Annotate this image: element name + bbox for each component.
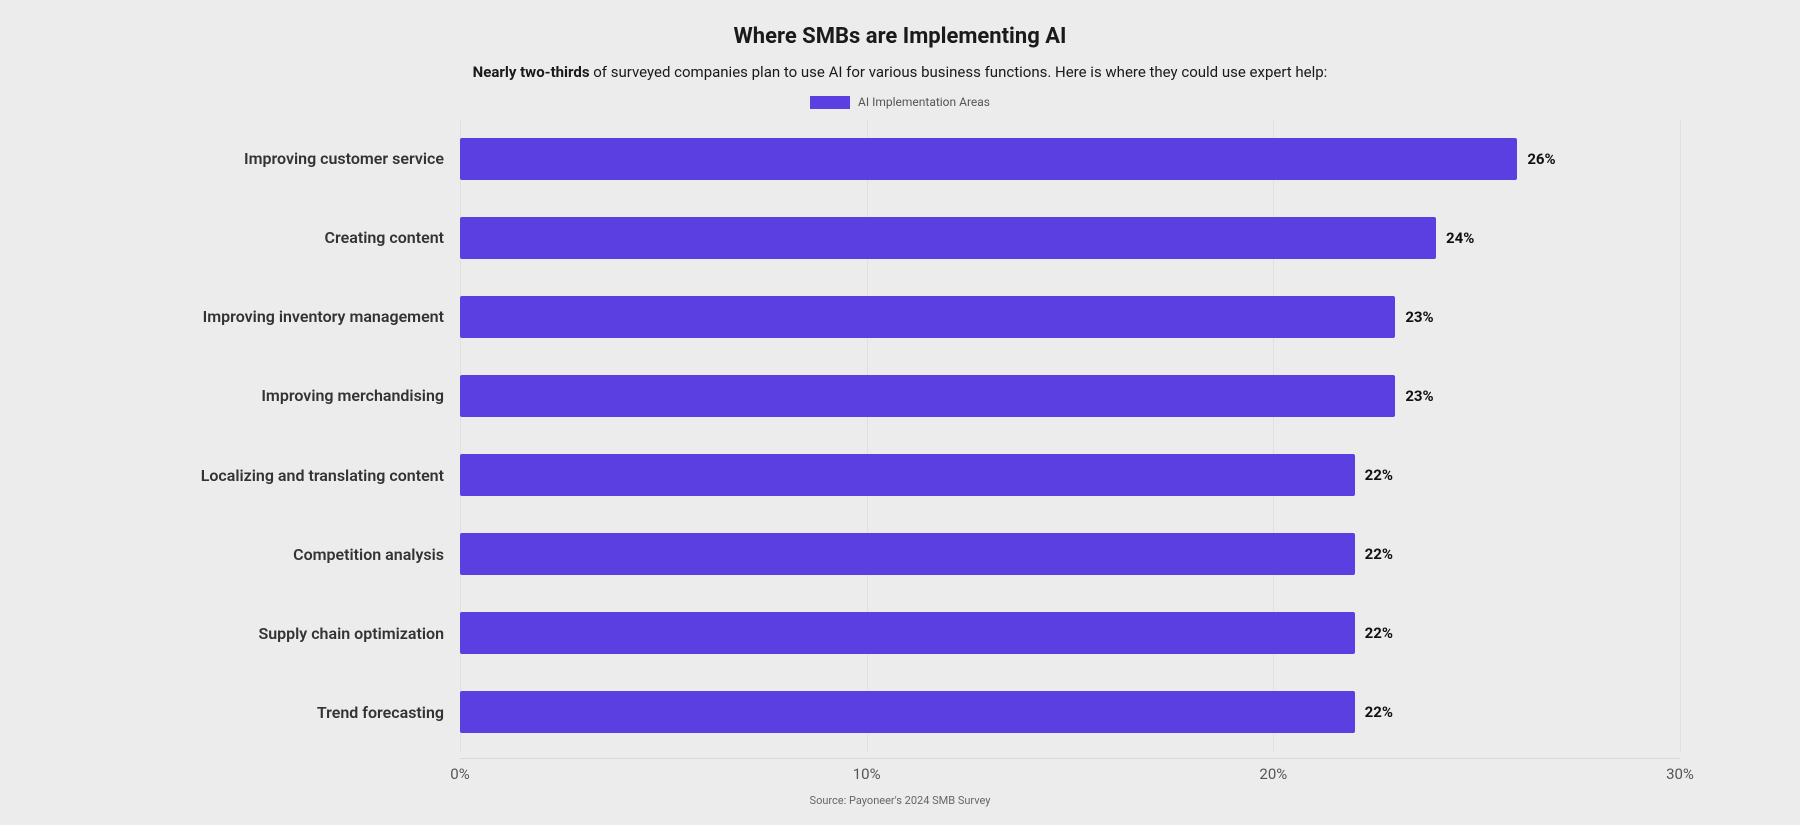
- legend-label: AI Implementation Areas: [858, 95, 990, 109]
- bar-value-label: 22%: [1365, 624, 1393, 642]
- bar-row: 26%: [460, 138, 1680, 180]
- bar: [460, 454, 1355, 496]
- chart-title: Where SMBs are Implementing AI: [120, 24, 1680, 49]
- bar-row: 22%: [460, 691, 1680, 733]
- y-axis-label: Localizing and translating content: [120, 466, 444, 485]
- bar: [460, 691, 1355, 733]
- y-axis-label: Improving customer service: [120, 149, 444, 168]
- chart-legend: AI Implementation Areas: [120, 95, 1680, 109]
- bar-value-label: 26%: [1527, 150, 1555, 168]
- y-axis-label: Trend forecasting: [120, 703, 444, 722]
- bar: [460, 138, 1517, 180]
- y-axis-labels: Improving customer service Creating conte…: [120, 119, 460, 752]
- bar-value-label: 23%: [1405, 308, 1433, 326]
- gridline: [867, 119, 868, 752]
- y-axis-label: Creating content: [120, 228, 444, 247]
- subtitle-bold: Nearly two-thirds: [473, 63, 590, 81]
- bar: [460, 533, 1355, 575]
- gridline: [1680, 119, 1681, 752]
- chart-source: Source: Payoneer's 2024 SMB Survey: [120, 794, 1680, 807]
- bar-row: 22%: [460, 533, 1680, 575]
- bar-row: 23%: [460, 296, 1680, 338]
- bar-row: 24%: [460, 217, 1680, 259]
- x-axis-ticks: 0%10%20%30%: [460, 758, 1680, 786]
- legend-swatch: [810, 96, 850, 109]
- bar-value-label: 22%: [1365, 703, 1393, 721]
- bar-value-label: 24%: [1446, 229, 1474, 247]
- x-tick-label: 20%: [1259, 765, 1287, 783]
- subtitle-rest: of surveyed companies plan to use AI for…: [590, 63, 1328, 81]
- x-tick-label: 10%: [853, 765, 881, 783]
- bar-row: 23%: [460, 375, 1680, 417]
- bar: [460, 612, 1355, 654]
- y-axis-label: Improving inventory management: [120, 307, 444, 326]
- x-tick-label: 30%: [1666, 765, 1694, 783]
- bar-value-label: 22%: [1365, 466, 1393, 484]
- x-tick-label: 0%: [450, 765, 469, 783]
- gridline: [460, 119, 461, 752]
- bar-value-label: 23%: [1405, 387, 1433, 405]
- bar: [460, 217, 1436, 259]
- plot-area: Improving customer service Creating conte…: [120, 119, 1680, 786]
- chart-subtitle: Nearly two-thirds of surveyed companies …: [120, 63, 1680, 81]
- gridline: [1273, 119, 1274, 752]
- y-axis-label: Improving merchandising: [120, 386, 444, 405]
- bar: [460, 375, 1395, 417]
- bar-row: 22%: [460, 612, 1680, 654]
- y-axis-label: Competition analysis: [120, 545, 444, 564]
- bar-row: 22%: [460, 454, 1680, 496]
- bar: [460, 296, 1395, 338]
- x-axis: 0%10%20%30%: [120, 758, 1680, 786]
- bar-value-label: 22%: [1365, 545, 1393, 563]
- chart-container: Where SMBs are Implementing AI Nearly tw…: [0, 0, 1800, 825]
- bars-region: 26% 24% 23% 23% 22% 22% 22% 22%: [460, 119, 1680, 752]
- y-axis-label: Supply chain optimization: [120, 624, 444, 643]
